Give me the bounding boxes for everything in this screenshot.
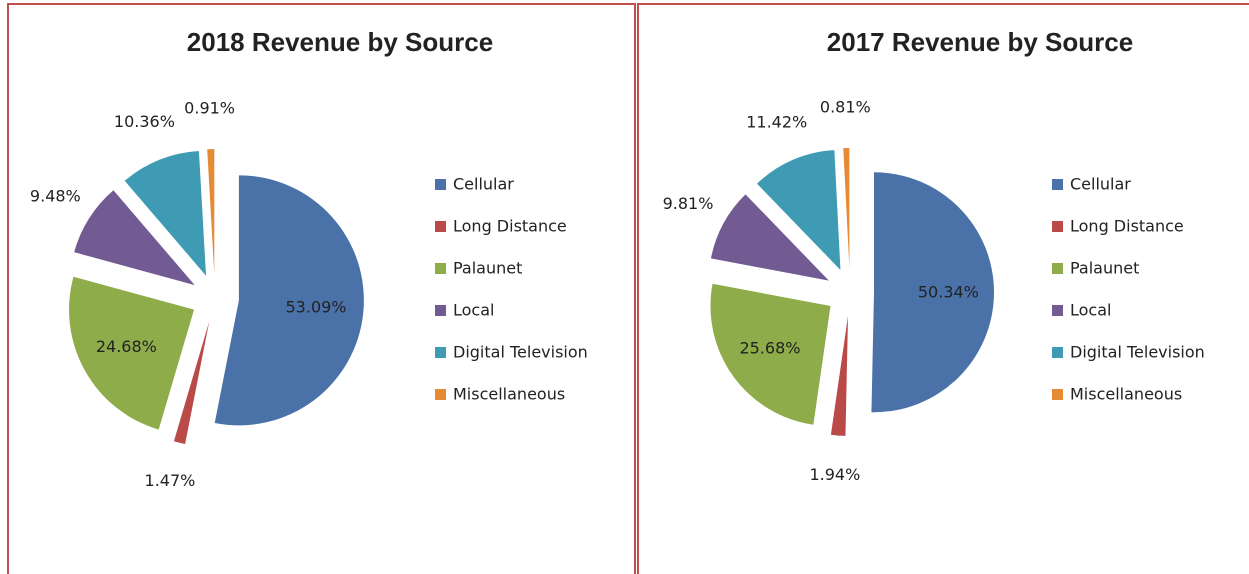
- pie-slice: [173, 321, 210, 444]
- pie-slice: [830, 315, 849, 436]
- legend-label: Miscellaneous: [453, 385, 565, 404]
- data-label: 24.68%: [96, 337, 157, 356]
- pie-slice: [207, 149, 215, 275]
- legend-label: Local: [453, 301, 494, 320]
- pie-slice: [124, 150, 207, 276]
- legend-label: Local: [1070, 301, 1111, 320]
- legend-swatch: [1052, 179, 1063, 190]
- data-label: 0.91%: [184, 99, 235, 118]
- legend-swatch: [435, 221, 446, 232]
- pie-slice: [710, 194, 829, 281]
- legend-label: Cellular: [1070, 175, 1131, 194]
- pie-slice: [69, 276, 195, 430]
- legend-label: Palaunet: [453, 259, 522, 278]
- pie-slice: [757, 150, 841, 270]
- legend-label: Digital Television: [1070, 343, 1205, 362]
- legend-swatch: [435, 305, 446, 316]
- legend-swatch: [435, 347, 446, 358]
- data-label: 53.09%: [286, 297, 347, 316]
- data-label: 1.94%: [809, 465, 860, 484]
- data-label: 10.36%: [114, 112, 175, 131]
- pie-slice: [843, 148, 850, 269]
- legend-label: Long Distance: [453, 217, 567, 236]
- pie-slice: [74, 190, 195, 286]
- legend-swatch: [435, 179, 446, 190]
- data-label: 11.42%: [746, 113, 807, 132]
- data-label: 9.81%: [663, 194, 714, 213]
- legend-swatch: [1052, 389, 1063, 400]
- chart-title: 2017 Revenue by Source: [827, 27, 1133, 57]
- chart-title: 2018 Revenue by Source: [187, 27, 493, 57]
- legend-swatch: [435, 389, 446, 400]
- legend-swatch: [1052, 221, 1063, 232]
- pie-slice: [214, 175, 364, 426]
- legend-label: Miscellaneous: [1070, 385, 1182, 404]
- legend-label: Digital Television: [453, 343, 588, 362]
- legend-swatch: [1052, 305, 1063, 316]
- data-label: 0.81%: [820, 98, 871, 117]
- legend-label: Palaunet: [1070, 259, 1139, 278]
- legend-swatch: [435, 263, 446, 274]
- data-label: 1.47%: [145, 471, 196, 490]
- legend-label: Long Distance: [1070, 217, 1184, 236]
- pie-slice: [871, 172, 994, 413]
- legend-swatch: [1052, 347, 1063, 358]
- pie-slice: [710, 283, 831, 425]
- data-label: 25.68%: [739, 339, 800, 358]
- legend-label: Cellular: [453, 175, 514, 194]
- data-label: 50.34%: [918, 283, 979, 302]
- legend-swatch: [1052, 263, 1063, 274]
- data-label: 9.48%: [30, 186, 81, 205]
